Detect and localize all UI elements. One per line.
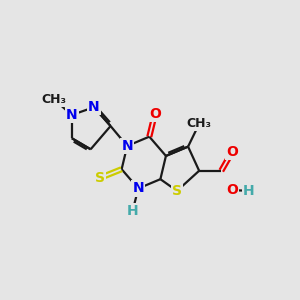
Text: H: H bbox=[127, 204, 139, 218]
Text: S: S bbox=[172, 184, 182, 198]
Text: O: O bbox=[226, 183, 238, 197]
Text: S: S bbox=[94, 171, 104, 185]
Text: N: N bbox=[132, 182, 144, 196]
Text: H: H bbox=[243, 184, 255, 198]
Text: CH₃: CH₃ bbox=[187, 117, 211, 130]
Text: N: N bbox=[88, 100, 100, 114]
Text: CH₃: CH₃ bbox=[42, 93, 67, 106]
Text: N: N bbox=[122, 139, 133, 153]
Text: O: O bbox=[149, 107, 161, 121]
Text: O: O bbox=[226, 145, 238, 158]
Text: N: N bbox=[66, 108, 78, 122]
